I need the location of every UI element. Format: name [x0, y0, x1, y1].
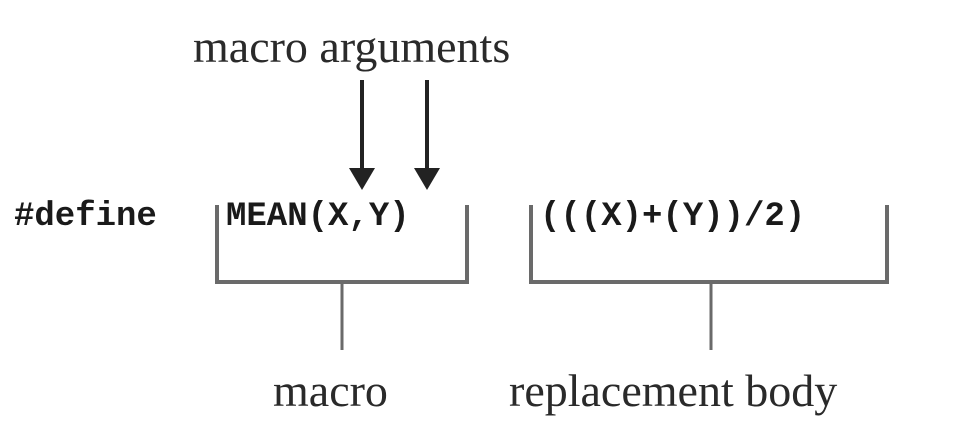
- replacement-bracket: [529, 205, 889, 284]
- replacement-code: (((X)+(Y))/2): [540, 198, 806, 236]
- macro-name-code: MEAN(X,Y): [226, 198, 410, 236]
- arrow-to-y-head: [414, 168, 440, 190]
- arrow-to-x-head: [349, 168, 375, 190]
- replacement-body-label: replacement body: [509, 365, 838, 416]
- macro-label: macro: [273, 365, 388, 416]
- define-directive: #define: [14, 198, 157, 236]
- macro-arguments-label: macro arguments: [193, 21, 511, 72]
